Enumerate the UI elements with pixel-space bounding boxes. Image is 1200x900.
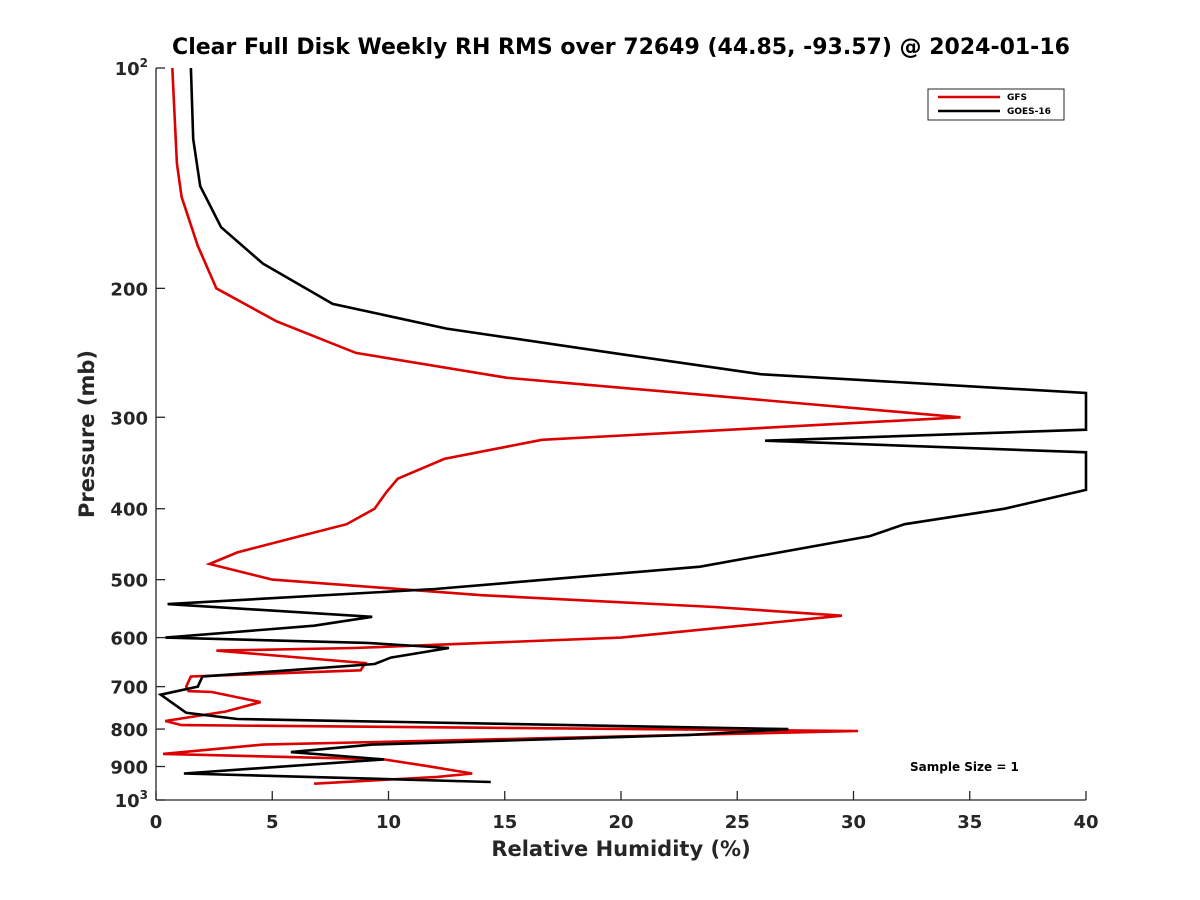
y-tick-label: 103: [115, 788, 148, 812]
legend-label-goes-16: GOES-16: [1007, 107, 1051, 117]
y-tick-label: 700: [110, 678, 148, 699]
y-tick-label: 300: [110, 408, 148, 429]
legend: GFS GOES-16: [927, 88, 1065, 121]
series-line-gfs: [162, 67, 961, 785]
y-tick-label: 900: [110, 758, 148, 779]
x-tick-label: 5: [266, 812, 279, 833]
x-axis-ticks: 0 5 10 15 20 25 30 35 40: [150, 791, 1099, 833]
x-tick-label: 30: [841, 812, 866, 833]
x-tick-label: 25: [725, 812, 750, 833]
x-tick-label: 0: [150, 812, 163, 833]
x-tick-label: 15: [492, 812, 517, 833]
x-tick-label: 20: [608, 812, 633, 833]
y-tick-label: 600: [110, 629, 148, 650]
x-axis-label: Relative Humidity (%): [491, 837, 750, 861]
y-axis-ticks: 102 200 300 400 500 600 700 800 900 103: [110, 56, 165, 812]
y-tick-label: 102: [115, 56, 148, 80]
y-tick-label: 200: [110, 279, 148, 300]
y-tick-label: 800: [110, 720, 148, 741]
chart-title: Clear Full Disk Weekly RH RMS over 72649…: [172, 35, 1070, 60]
sample-size-annotation: Sample Size = 1: [910, 760, 1019, 774]
series-line-goes-16: [157, 67, 1088, 784]
x-tick-label: 40: [1073, 812, 1098, 833]
series-layer: [157, 67, 1088, 785]
y-tick-label: 500: [110, 571, 148, 592]
y-tick-label: 400: [110, 500, 148, 521]
legend-box: [927, 88, 1065, 121]
x-tick-label: 35: [957, 812, 982, 833]
legend-label-gfs: GFS: [1007, 93, 1027, 103]
x-tick-label: 10: [376, 812, 401, 833]
y-axis-label: Pressure (mb): [75, 350, 99, 518]
